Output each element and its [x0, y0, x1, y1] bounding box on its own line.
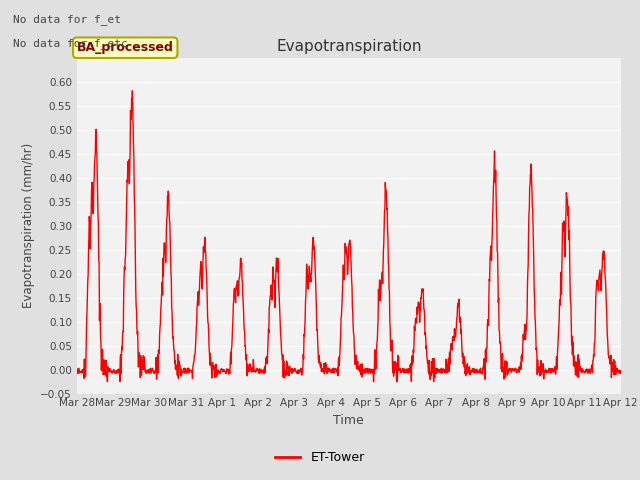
Title: Evapotranspiration: Evapotranspiration [276, 39, 422, 54]
Legend: ET-Tower: ET-Tower [270, 446, 370, 469]
X-axis label: Time: Time [333, 414, 364, 427]
Text: No data for f_etc: No data for f_etc [13, 38, 127, 49]
Text: BA_processed: BA_processed [77, 41, 173, 54]
Text: No data for f_et: No data for f_et [13, 14, 121, 25]
Y-axis label: Evapotranspiration (mm/hr): Evapotranspiration (mm/hr) [22, 143, 35, 308]
